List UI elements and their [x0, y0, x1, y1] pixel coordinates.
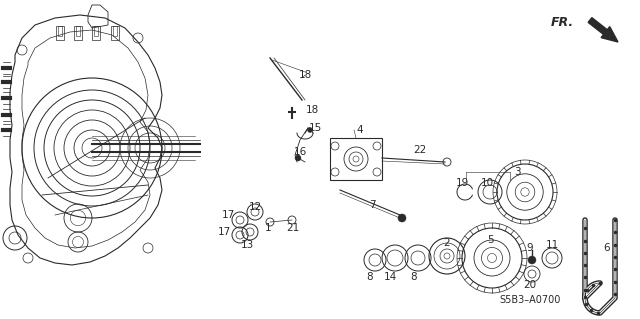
Text: 7: 7 [369, 200, 375, 210]
Text: 10: 10 [481, 178, 493, 188]
Bar [113, 26, 117, 36]
Text: 8: 8 [367, 272, 373, 282]
Text: 9: 9 [527, 243, 533, 253]
Text: 14: 14 [383, 272, 397, 282]
Bar [94, 26, 98, 36]
Text: 16: 16 [293, 147, 307, 157]
Text: 17: 17 [218, 227, 230, 237]
Bar [76, 26, 80, 36]
Text: FR.: FR. [551, 16, 574, 28]
Text: 17: 17 [221, 210, 235, 220]
Text: 19: 19 [456, 178, 468, 188]
Text: 3: 3 [514, 167, 520, 177]
Bar [330, 138, 382, 180]
FancyArrow shape [588, 18, 618, 42]
Text: 18: 18 [305, 105, 319, 115]
Bar [111, 26, 119, 40]
Text: 15: 15 [308, 123, 322, 133]
Circle shape [307, 128, 312, 132]
Circle shape [398, 214, 406, 222]
Circle shape [528, 256, 536, 264]
Text: 18: 18 [298, 70, 312, 80]
Text: 12: 12 [248, 202, 262, 212]
Bar [92, 26, 100, 40]
Text: 6: 6 [604, 243, 611, 253]
Text: 5: 5 [488, 235, 494, 245]
Text: 2: 2 [444, 238, 451, 248]
Bar [74, 26, 82, 40]
Text: 1: 1 [265, 223, 271, 233]
Text: 22: 22 [413, 145, 427, 155]
Text: 4: 4 [356, 125, 364, 135]
Text: S5B3–A0700: S5B3–A0700 [499, 295, 561, 305]
Text: 13: 13 [241, 240, 253, 250]
Text: 21: 21 [286, 223, 300, 233]
Text: 8: 8 [411, 272, 417, 282]
Bar [56, 26, 64, 40]
Text: 20: 20 [524, 280, 536, 290]
Circle shape [295, 155, 301, 161]
Bar [58, 26, 62, 36]
Text: 11: 11 [545, 240, 559, 250]
